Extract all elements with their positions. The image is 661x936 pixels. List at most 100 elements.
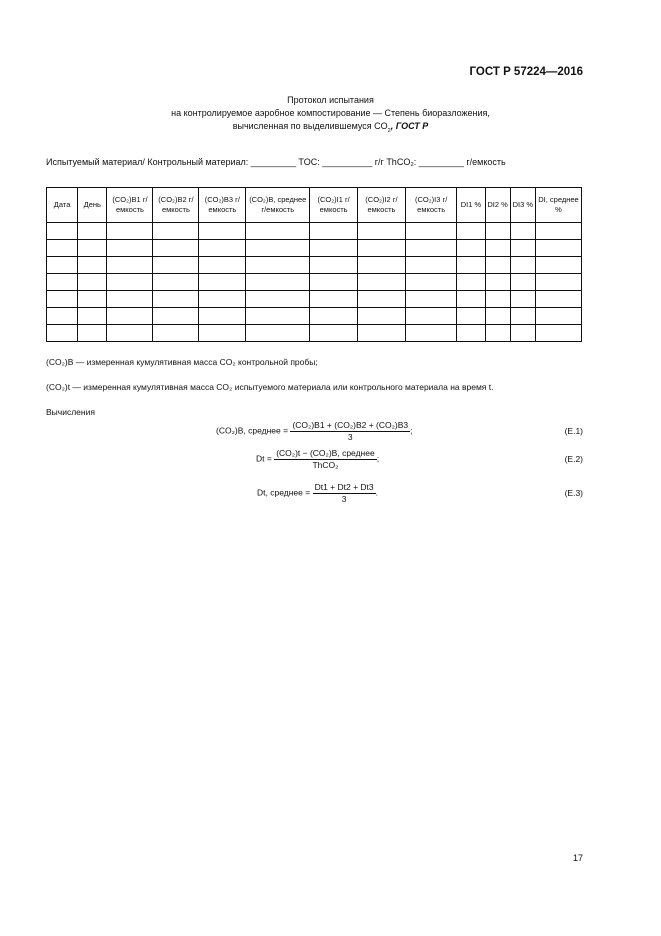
column-header: День [77, 187, 108, 223]
table-cell [357, 222, 406, 240]
table-cell [106, 307, 154, 325]
table-cell [509, 256, 536, 274]
table-cell [77, 273, 108, 291]
table-cell [484, 290, 511, 308]
table-cell [309, 222, 359, 240]
table-cell [77, 290, 108, 308]
column-header: (CO₂)I2 г/емкость [357, 187, 406, 223]
table-cell [534, 307, 583, 325]
table-cell [309, 256, 359, 274]
table-cell [456, 222, 486, 240]
protocol-subtitle-2: вычисленная по выделившемуся CO2, ГОСТ Р [232, 121, 429, 134]
table-cell [534, 239, 583, 257]
table-cell [509, 307, 536, 325]
table-cell [77, 239, 108, 257]
table-cell [106, 256, 154, 274]
fraction: (CO₂)t − (CO₂)B, среднее ThCO₂ [274, 448, 377, 470]
table-cell [106, 273, 154, 291]
table-cell [152, 239, 200, 257]
table-cell [198, 239, 247, 257]
table-cell [309, 307, 359, 325]
punct: ; [410, 425, 413, 436]
table-cell [152, 307, 200, 325]
column-header: DI1 % [456, 187, 486, 223]
table-cell [245, 222, 311, 240]
table-cell [152, 290, 200, 308]
table-cell [106, 222, 154, 240]
table-cell [245, 273, 311, 291]
table-cell [106, 290, 154, 308]
table-cell [484, 307, 511, 325]
column-header: DI3 % [509, 187, 536, 223]
page-number: 17 [572, 853, 583, 863]
table-cell [534, 324, 583, 342]
equation: (CO₂)B, среднее = (CO₂)B1 + (CO₂)B2 + (C… [216, 420, 413, 442]
column-header: (CO₂)B, среднее г/емкость [245, 187, 311, 223]
standard-header: ГОСТ Р 57224—2016 [469, 66, 583, 78]
column-header: (CO₂)B3 г/емкость [198, 187, 247, 223]
table-cell [357, 290, 406, 308]
table-cell [509, 273, 536, 291]
table-cell [509, 290, 536, 308]
table-cell [484, 273, 511, 291]
column-header: DI2 % [484, 187, 511, 223]
table-cell [198, 307, 247, 325]
table-cell [357, 273, 406, 291]
table-cell [198, 324, 247, 342]
equation-number: (E.2) [564, 454, 583, 464]
equation-lhs: Dt, среднее = [257, 487, 311, 498]
table-cell [309, 239, 359, 257]
table-cell [152, 324, 200, 342]
table-cell [404, 273, 458, 291]
table-row [45, 222, 583, 240]
table-cell [534, 222, 583, 240]
table-cell [152, 222, 200, 240]
calc-label: Вычисления [46, 407, 95, 417]
denominator: ThCO₂ [312, 460, 339, 470]
table-cell [77, 222, 108, 240]
numerator: (CO₂)B1 + (CO₂)B2 + (CO₂)B3 [290, 420, 411, 432]
table-cell [198, 273, 247, 291]
table-cell [404, 239, 458, 257]
table-cell [404, 290, 458, 308]
table-cell [404, 307, 458, 325]
table-row [45, 290, 583, 308]
table-cell [245, 290, 311, 308]
table-cell [152, 256, 200, 274]
fraction: (CO₂)B1 + (CO₂)B2 + (CO₂)B3 3 [290, 420, 411, 442]
table-cell [456, 290, 486, 308]
table-cell [484, 256, 511, 274]
table-row [45, 307, 583, 325]
table-cell [45, 324, 79, 342]
table-cell [534, 256, 583, 274]
table-cell [245, 256, 311, 274]
table-cell [106, 324, 154, 342]
table-cell [456, 273, 486, 291]
table-cell [45, 222, 79, 240]
column-header: (CO₂)B2 г/емкость [152, 187, 200, 223]
table-cell [456, 324, 486, 342]
table-row [45, 256, 583, 274]
table-cell [77, 256, 108, 274]
material-line: Испытуемый материал/ Контрольный материа… [46, 157, 506, 167]
equation-number: (E.1) [564, 426, 583, 436]
table-cell [245, 307, 311, 325]
table-cell [509, 239, 536, 257]
equation-lhs: Dt = [256, 453, 272, 464]
numerator: Dt1 + Dt2 + Dt3 [312, 482, 376, 494]
denominator: 3 [347, 432, 353, 442]
column-header: Дата [45, 187, 79, 223]
table-cell [77, 324, 108, 342]
fraction: Dt1 + Dt2 + Dt3 3 [312, 482, 376, 504]
table-cell [456, 256, 486, 274]
table-cell [456, 239, 486, 257]
equation-lhs: (CO₂)B, среднее = [216, 425, 289, 436]
table-cell [357, 324, 406, 342]
column-header: (CO₂)B1 г/емкость [106, 187, 154, 223]
punct: ; [376, 453, 380, 464]
numerator: (CO₂)t − (CO₂)B, среднее [274, 448, 377, 460]
note-b: (CO₂)B — измеренная кумулятивная масса C… [46, 357, 318, 367]
column-header: DI, среднее % [534, 187, 583, 223]
note-t: (CO₂)t — измеренная кумулятивная масса C… [46, 382, 494, 392]
table-cell [404, 256, 458, 274]
